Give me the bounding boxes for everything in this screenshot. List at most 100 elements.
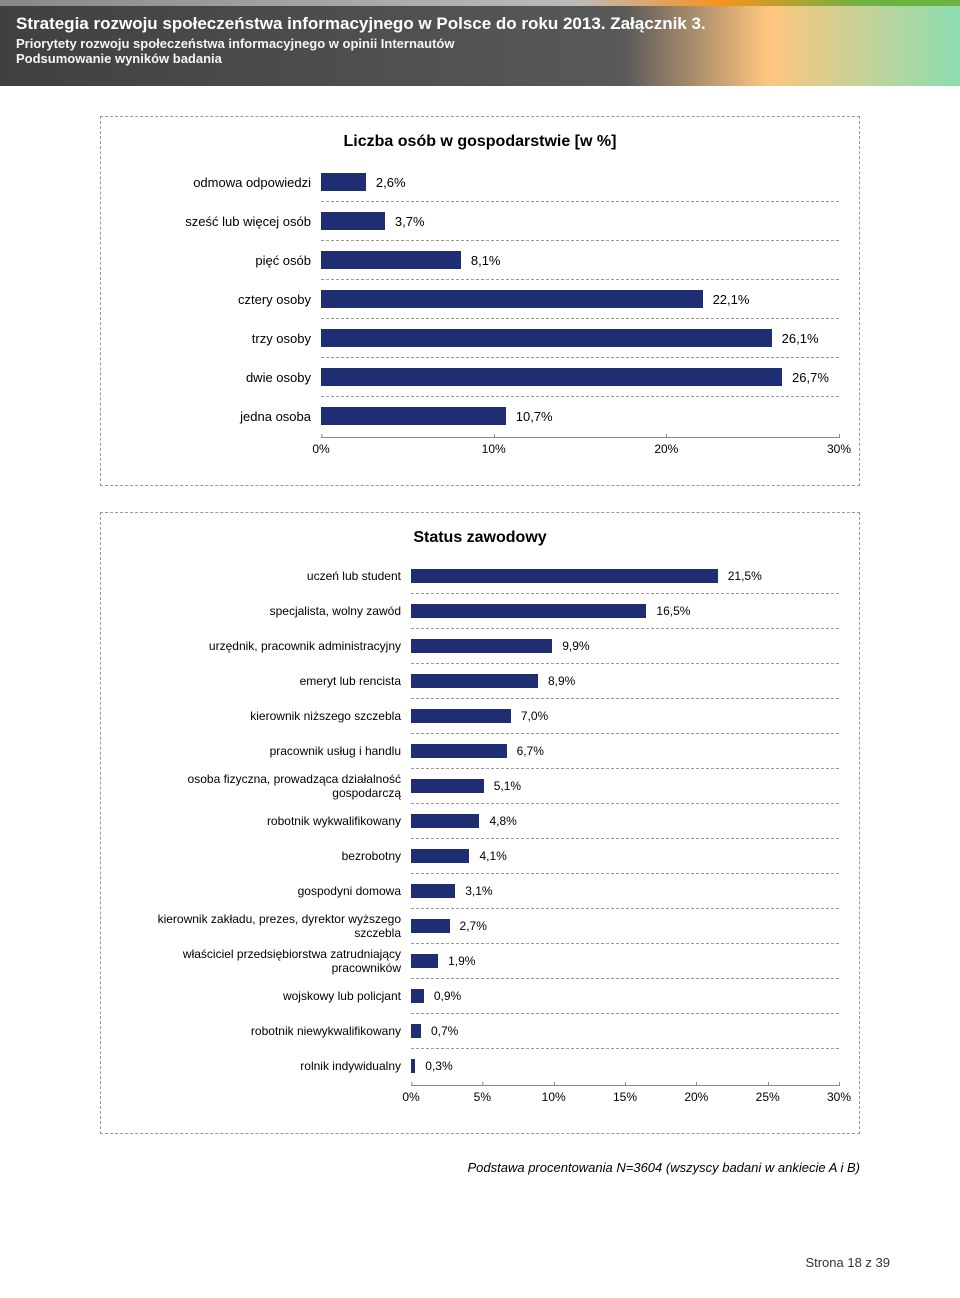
- chart-row: jedna osoba 10,7%: [121, 399, 839, 433]
- chart-footnote: Podstawa procentowania N=3604 (wszyscy b…: [100, 1160, 860, 1175]
- xaxis-tick: 10%: [542, 1086, 566, 1104]
- value-label: 4,8%: [489, 814, 516, 828]
- xaxis-tick: 20%: [684, 1086, 708, 1104]
- xaxis-tick: 25%: [756, 1086, 780, 1104]
- content-area: Liczba osób w gospodarstwie [w %] odmowa…: [0, 86, 960, 1195]
- bar: [321, 329, 772, 347]
- category-label: pięć osób: [121, 253, 321, 268]
- bar: [411, 989, 424, 1003]
- bar: [411, 779, 484, 793]
- bar-wrap: 2,6%: [321, 165, 839, 199]
- value-label: 21,5%: [728, 569, 762, 583]
- chart1-body: odmowa odpowiedzi2,6%sześć lub więcej os…: [121, 165, 839, 461]
- bar: [411, 744, 507, 758]
- chart-row: robotnik niewykwalifikowany0,7%: [121, 1016, 839, 1046]
- bar-wrap: 4,8%: [411, 806, 839, 836]
- xaxis-tick: 15%: [613, 1086, 637, 1104]
- bar-wrap: 6,7%: [411, 736, 839, 766]
- bar: [321, 173, 366, 191]
- bar-wrap: 10,7%: [321, 399, 839, 433]
- page-footer: Strona 18 z 39: [0, 1195, 960, 1290]
- chart-row: kierownik zakładu, prezes, dyrektor wyżs…: [121, 911, 839, 941]
- bar-wrap: 9,9%: [411, 631, 839, 661]
- bar: [411, 674, 538, 688]
- bar: [411, 569, 718, 583]
- xaxis-tick: 10%: [482, 438, 506, 456]
- bar: [411, 604, 646, 618]
- bar-wrap: 8,9%: [411, 666, 839, 696]
- chart-row: emeryt lub rencista8,9%: [121, 666, 839, 696]
- chart-row: kierownik niższego szczebla 7,0%: [121, 701, 839, 731]
- value-label: 3,1%: [465, 884, 492, 898]
- category-label: kierownik zakładu, prezes, dyrektor wyżs…: [121, 912, 411, 940]
- category-label: odmowa odpowiedzi: [121, 175, 321, 190]
- category-label: specjalista, wolny zawód: [121, 604, 411, 618]
- value-label: 7,0%: [521, 709, 548, 723]
- chart-row: gospodyni domowa 3,1%: [121, 876, 839, 906]
- category-label: robotnik niewykwalifikowany: [121, 1024, 411, 1038]
- chart-row: sześć lub więcej osób3,7%: [121, 204, 839, 238]
- category-label: sześć lub więcej osób: [121, 214, 321, 229]
- bar: [321, 290, 703, 308]
- category-label: robotnik wykwalifikowany: [121, 814, 411, 828]
- value-label: 26,1%: [782, 331, 819, 346]
- category-label: wojskowy lub policjant: [121, 989, 411, 1003]
- value-label: 5,1%: [494, 779, 521, 793]
- bar: [411, 814, 479, 828]
- chart1-xaxis: 0%10%20%30%: [321, 437, 839, 461]
- header-subtitle-2: Podsumowanie wyników badania: [16, 51, 944, 66]
- bar-wrap: 4,1%: [411, 841, 839, 871]
- chart-row: cztery osoby22,1%: [121, 282, 839, 316]
- xaxis-tick: 0%: [312, 438, 329, 456]
- value-label: 4,1%: [479, 849, 506, 863]
- bar: [321, 368, 782, 386]
- bar: [411, 884, 455, 898]
- bar: [411, 954, 438, 968]
- category-label: trzy osoby: [121, 331, 321, 346]
- xaxis-tick: 0%: [402, 1086, 419, 1104]
- category-label: pracownik usług i handlu: [121, 744, 411, 758]
- bar-wrap: 26,7%: [321, 360, 839, 394]
- chart-row: urzędnik, pracownik administracyjny9,9%: [121, 631, 839, 661]
- chart2-body: uczeń lub student 21,5% specjalista, wolny…: [121, 561, 839, 1109]
- category-label: kierownik niższego szczebla: [121, 709, 411, 723]
- value-label: 8,9%: [548, 674, 575, 688]
- bar: [321, 212, 385, 230]
- chart-row: specjalista, wolny zawód16,5%: [121, 596, 839, 626]
- bar: [321, 407, 506, 425]
- category-label: właściciel przedsiębiorstwa zatrudniając…: [121, 947, 411, 975]
- xaxis-tick: 5%: [474, 1086, 491, 1104]
- header-title: Strategia rozwoju społeczeństwa informac…: [16, 14, 944, 34]
- chart-row: wojskowy lub policjant0,9%: [121, 981, 839, 1011]
- value-label: 2,7%: [460, 919, 487, 933]
- chart-row: odmowa odpowiedzi2,6%: [121, 165, 839, 199]
- bar: [411, 1024, 421, 1038]
- bar-wrap: 8,1%: [321, 243, 839, 277]
- category-label: uczeń lub student: [121, 569, 411, 583]
- bar-wrap: 2,7%: [411, 911, 839, 941]
- category-label: cztery osoby: [121, 292, 321, 307]
- value-label: 1,9%: [448, 954, 475, 968]
- chart-household-size: Liczba osób w gospodarstwie [w %] odmowa…: [100, 116, 860, 486]
- category-label: gospodyni domowa: [121, 884, 411, 898]
- bar-wrap: 7,0%: [411, 701, 839, 731]
- bar: [411, 639, 552, 653]
- category-label: jedna osoba: [121, 409, 321, 424]
- category-label: bezrobotny: [121, 849, 411, 863]
- bar-wrap: 3,1%: [411, 876, 839, 906]
- bar: [411, 919, 450, 933]
- category-label: dwie osoby: [121, 370, 321, 385]
- bar-wrap: 5,1%: [411, 771, 839, 801]
- chart-row: robotnik wykwalifikowany 4,8%: [121, 806, 839, 836]
- chart-row: pięć osób8,1%: [121, 243, 839, 277]
- chart2-xaxis: 0%5%10%15%20%25%30%: [411, 1085, 839, 1109]
- value-label: 10,7%: [516, 409, 553, 424]
- document-header: Strategia rozwoju społeczeństwa informac…: [0, 6, 960, 86]
- bar: [411, 849, 469, 863]
- bar-wrap: 3,7%: [321, 204, 839, 238]
- bar-wrap: 16,5%: [411, 596, 839, 626]
- chart-row: bezrobotny 4,1%: [121, 841, 839, 871]
- xaxis-tick: 20%: [654, 438, 678, 456]
- value-label: 6,7%: [517, 744, 544, 758]
- bar-wrap: 1,9%: [411, 946, 839, 976]
